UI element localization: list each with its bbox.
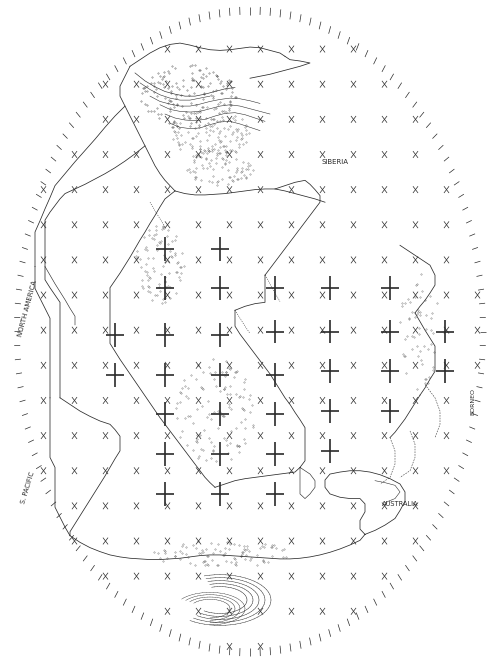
Text: NORTH AMERICA: NORTH AMERICA — [17, 280, 38, 337]
Text: AUSTRALIA: AUSTRALIA — [382, 501, 418, 507]
Text: BORNEO: BORNEO — [470, 388, 475, 414]
Text: SIBERIA: SIBERIA — [322, 159, 348, 166]
Text: S. PACIFIC: S. PACIFIC — [20, 471, 35, 504]
